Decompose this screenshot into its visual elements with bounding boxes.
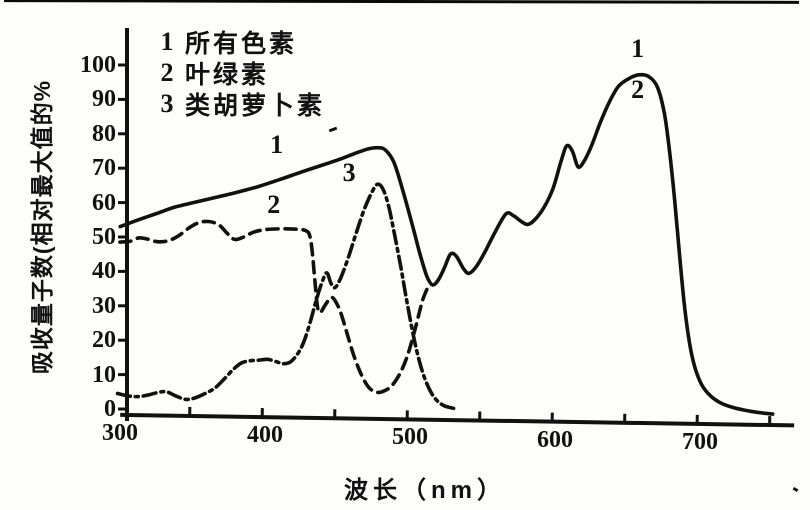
legend-item-carotenoid: 3 类胡萝卜素	[155, 89, 326, 120]
legend-key-2: 2	[160, 58, 174, 87]
legend-label-chlorophyll: 叶绿素	[185, 61, 270, 89]
curve-solid	[118, 72, 775, 416]
legend: 1 所有色素 2 叶绿素 3 类胡萝卜素	[155, 27, 325, 120]
legend-label-carotenoid: 类胡萝卜素	[185, 92, 326, 120]
x-tick-label: 300	[102, 419, 138, 446]
y-tick-label: 90	[92, 86, 116, 113]
x-tick-label: 400	[247, 422, 283, 449]
y-tick-label: 40	[92, 258, 116, 285]
y-tick-label: 80	[92, 120, 116, 147]
legend-item-chlorophyll: 2 叶绿素	[155, 58, 325, 89]
curve-number-label: 1	[631, 34, 645, 64]
legend-label-all-pigments: 所有色素	[185, 30, 298, 58]
y-tick-label: 70	[92, 155, 116, 182]
curve-dashed	[118, 219, 432, 395]
y-tick-label: 50	[92, 224, 116, 250]
curve-number-label: 2	[267, 189, 281, 219]
y-tick-label: 30	[92, 292, 116, 319]
y-tick-label: 10	[92, 361, 116, 388]
x-tick-label: 700	[682, 428, 718, 455]
legend-key-1: 1	[160, 27, 174, 56]
y-tick-label: 0	[104, 396, 116, 422]
y-tick-label: 100	[80, 52, 116, 78]
legend-key-3: 3	[160, 89, 174, 118]
curve-number-label: 3	[342, 158, 356, 188]
curve-number-label: 2	[631, 75, 645, 105]
legend-item-all-pigments: 1 所有色素	[155, 27, 325, 58]
curve-number-label: 1	[270, 129, 284, 159]
curve-dash-dot	[115, 182, 456, 411]
y-tick-label: 20	[92, 327, 116, 354]
y-tick-label: 60	[92, 189, 116, 216]
x-tick-label: 600	[537, 426, 573, 453]
x-tick-label: 500	[392, 424, 428, 451]
x-axis-title: 波长（nm）	[344, 477, 506, 504]
